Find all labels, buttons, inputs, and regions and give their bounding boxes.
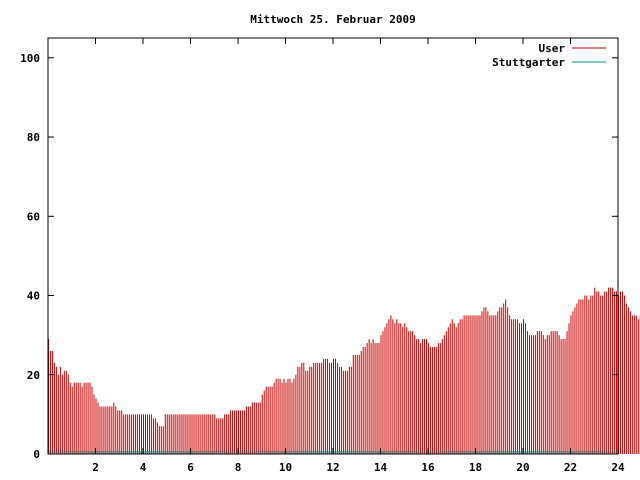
y-axis: 0 20 40 60 80 100 — [20, 52, 618, 461]
user-bars — [48, 287, 640, 454]
x-tick-label: 22 — [564, 461, 577, 474]
legend-label-stuttgarter: Stuttgarter — [492, 56, 565, 69]
x-tick-label: 6 — [187, 461, 194, 474]
legend-label-user: User — [539, 42, 566, 55]
x-tick-label: 18 — [469, 461, 482, 474]
x-tick-label: 24 — [611, 461, 625, 474]
x-tick-label: 2 — [92, 461, 99, 474]
y-tick-label: 20 — [27, 369, 40, 382]
x-tick-label: 8 — [235, 461, 242, 474]
y-tick-label: 60 — [27, 210, 40, 223]
x-tick-label: 12 — [326, 461, 339, 474]
y-tick-label: 0 — [33, 448, 40, 461]
x-tick-label: 20 — [516, 461, 529, 474]
x-axis: 2 4 6 8 10 12 14 16 18 20 22 24 — [92, 38, 625, 474]
y-tick-label: 40 — [27, 290, 40, 303]
x-tick-label: 14 — [374, 461, 388, 474]
x-tick-label: 10 — [279, 461, 292, 474]
x-tick-label: 16 — [421, 461, 435, 474]
y-tick-label: 80 — [27, 131, 40, 144]
x-tick-label: 4 — [140, 461, 147, 474]
y-tick-label: 100 — [20, 52, 40, 65]
chart-title: Mittwoch 25. Februar 2009 — [250, 13, 416, 26]
legend: User Stuttgarter — [492, 42, 606, 69]
